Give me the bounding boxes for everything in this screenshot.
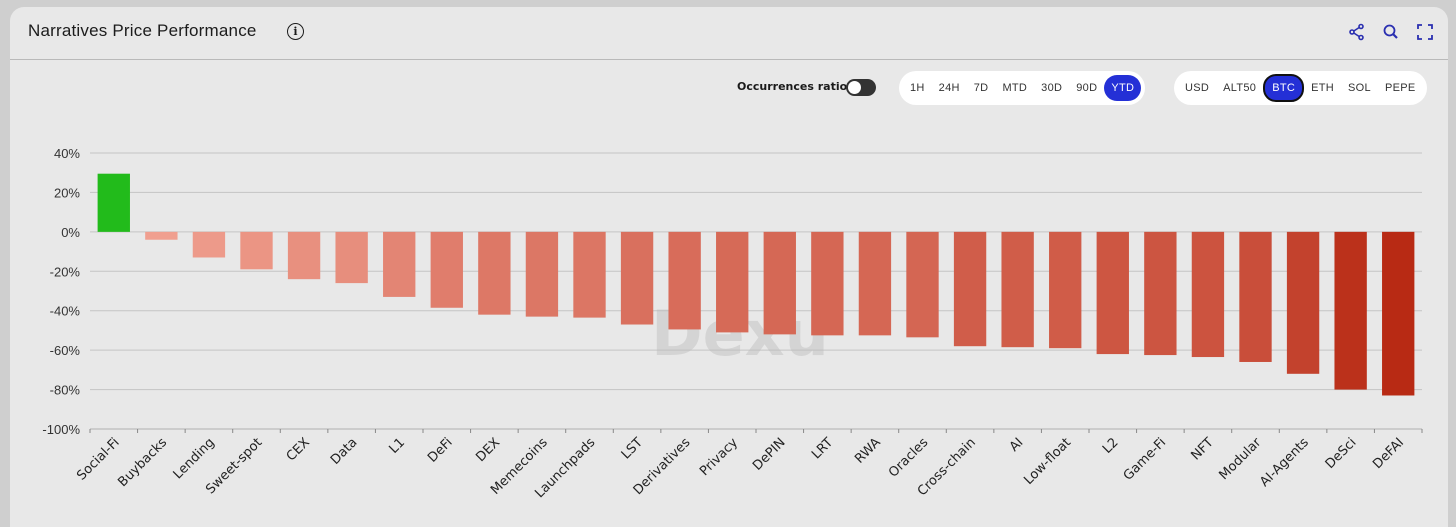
x-tick-label: LRT xyxy=(809,435,836,462)
x-tick-label: L1 xyxy=(386,435,408,457)
bar-dex[interactable] xyxy=(478,231,511,315)
y-tick-label: -80% xyxy=(50,383,81,398)
x-tick-label: Lending xyxy=(171,435,218,482)
y-tick-label: 20% xyxy=(54,185,80,200)
base-usd[interactable]: USD xyxy=(1185,82,1210,94)
x-tick-label: NFT xyxy=(1189,435,1217,463)
x-tick-label: AI-Agents xyxy=(1257,435,1312,490)
base-currency-selector: USD ALT50 BTC ETH SOL PEPE xyxy=(1174,71,1427,105)
bar-cex[interactable] xyxy=(287,231,321,280)
x-tick-label: Buybacks xyxy=(115,435,170,490)
timeframe-selector: 1H 24H 7D MTD 30D 90D YTD xyxy=(899,71,1146,105)
y-axis: 40% 20% 0% -20% -40% -60% -80% -100% xyxy=(42,146,80,437)
bar-oracles[interactable] xyxy=(906,231,939,338)
x-tick-label: L2 xyxy=(1100,435,1122,457)
bar-sweet-spot[interactable] xyxy=(240,231,273,270)
occurrences-ratio-toggle[interactable] xyxy=(846,79,876,96)
bar-chart: Dexu 40%20%0%-20%-40%-60%-80%-100% Socia… xyxy=(42,146,1423,501)
timeframe-mtd[interactable]: MTD xyxy=(1002,82,1028,94)
x-tick-label: Social-Fi xyxy=(74,435,122,483)
occurrences-ratio-label: Occurrences ratio xyxy=(737,80,848,93)
base-btc[interactable]: BTC xyxy=(1263,74,1305,102)
x-tick-label: Oracles xyxy=(886,435,931,480)
timeframe-90d[interactable]: 90D xyxy=(1076,82,1098,94)
bar-game-fi[interactable] xyxy=(1144,231,1177,356)
x-tick-label: LST xyxy=(619,435,646,462)
y-tick-label: -40% xyxy=(50,304,81,319)
bar-launchpads[interactable] xyxy=(573,231,606,318)
x-tick-label: Modular xyxy=(1217,435,1265,483)
bar-lst[interactable] xyxy=(620,231,654,325)
bar-buybacks[interactable] xyxy=(145,231,178,240)
x-tick-label: DeFi xyxy=(425,435,456,466)
bar-desci[interactable] xyxy=(1334,231,1367,390)
card-title: Narratives Price Performance xyxy=(28,21,257,40)
bar-derivatives[interactable] xyxy=(668,231,701,330)
y-tick-label: 0% xyxy=(61,225,80,240)
bar-l2[interactable] xyxy=(1096,231,1129,355)
bar-l1[interactable] xyxy=(383,231,416,297)
bar-low-float[interactable] xyxy=(1049,231,1082,349)
timeframe-ytd[interactable]: YTD xyxy=(1104,75,1142,101)
bar-ai-agents[interactable] xyxy=(1286,231,1320,374)
y-tick-label: 40% xyxy=(54,146,80,161)
base-pepe[interactable]: PEPE xyxy=(1384,82,1416,94)
bar-memecoins[interactable] xyxy=(525,231,559,317)
x-tick-label: DeSci xyxy=(1323,435,1360,472)
timeframe-7d[interactable]: 7D xyxy=(973,82,989,94)
toggle-knob xyxy=(848,81,861,94)
y-tick-label: -60% xyxy=(50,343,81,358)
narratives-card: Narratives Price Performance i Occurrenc… xyxy=(10,7,1448,527)
x-tick-label: Low-float xyxy=(1021,435,1074,488)
base-sol[interactable]: SOL xyxy=(1348,82,1371,94)
fullscreen-icon[interactable] xyxy=(1416,23,1434,41)
bar-cross-chain[interactable] xyxy=(953,231,987,347)
timeframe-24h[interactable]: 24H xyxy=(938,82,960,94)
bar-privacy[interactable] xyxy=(716,231,749,333)
bar-ai[interactable] xyxy=(1001,231,1034,348)
zoom-icon[interactable] xyxy=(1382,23,1400,41)
x-tick-label: AI xyxy=(1007,435,1027,455)
chart-controls: Occurrences ratio 1H 24H 7D MTD 30D 90D YTD US… xyxy=(10,69,1448,105)
bars xyxy=(97,173,1415,396)
bar-nft[interactable] xyxy=(1191,231,1225,358)
bar-modular[interactable] xyxy=(1239,231,1272,362)
info-icon[interactable]: i xyxy=(287,23,304,40)
card-header: Narratives Price Performance i xyxy=(10,7,1448,60)
bar-rwa[interactable] xyxy=(858,231,892,336)
share-icon[interactable] xyxy=(1348,23,1366,41)
bar-social-fi[interactable] xyxy=(97,173,130,232)
bar-depin[interactable] xyxy=(763,231,796,335)
base-eth[interactable]: ETH xyxy=(1311,82,1335,94)
y-tick-label: -20% xyxy=(50,264,81,279)
base-alt50[interactable]: ALT50 xyxy=(1223,82,1257,94)
x-tick-label: DePIN xyxy=(750,435,788,473)
x-tick-label: DeFAI xyxy=(1370,435,1407,472)
x-tick-label: DEX xyxy=(473,435,503,465)
x-tick-label: RWA xyxy=(852,435,884,467)
bar-lrt[interactable] xyxy=(811,231,844,336)
x-tick-label: Game-Fi xyxy=(1121,435,1169,483)
timeframe-30d[interactable]: 30D xyxy=(1041,82,1063,94)
x-tick-label: CEX xyxy=(284,435,313,464)
y-tick-label: -100% xyxy=(42,422,80,437)
x-tick-label: Data xyxy=(328,435,361,468)
bar-lending[interactable] xyxy=(192,231,226,258)
timeframe-1h[interactable]: 1H xyxy=(910,82,925,94)
bar-defai[interactable] xyxy=(1382,231,1415,396)
x-tick-label: Privacy xyxy=(697,435,741,479)
bar-defi[interactable] xyxy=(430,231,463,308)
bar-data[interactable] xyxy=(335,231,368,284)
